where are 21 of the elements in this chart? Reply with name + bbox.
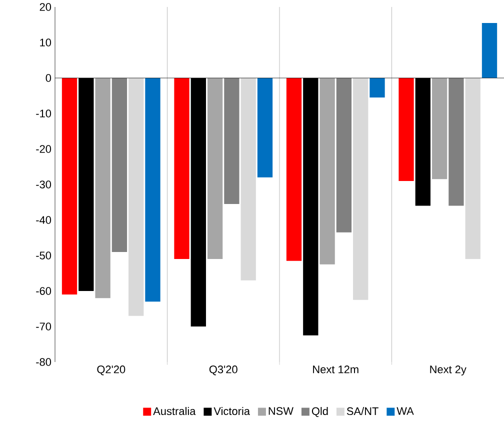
y-tick-label: -50: [36, 252, 52, 260]
y-tick-label: 20: [40, 3, 52, 11]
y-tick-label: -30: [36, 180, 52, 188]
y-tick-label: -60: [36, 287, 52, 295]
x-tick-label: Q3'20: [209, 366, 238, 376]
y-tick-label: -70: [36, 322, 52, 330]
x-tick-label: Next 2y: [430, 366, 466, 376]
y-tick-label: 10: [40, 38, 52, 46]
legend-label: WA: [396, 407, 414, 415]
y-tick-label: -10: [36, 110, 52, 118]
y-tick-label: -20: [36, 145, 52, 153]
y-tick-label: -40: [36, 216, 52, 224]
x-tick-label: Next 12m: [313, 366, 358, 374]
legend-label: Victoria: [214, 407, 250, 416]
y-tick-label: 0: [46, 74, 52, 82]
y-tick-label: -80: [36, 358, 52, 366]
legend-label: SA/NT: [346, 407, 378, 416]
x-tick-label: Q2'20: [97, 366, 126, 376]
legend-label: Australia: [153, 407, 196, 416]
legend-label: NSW: [268, 407, 294, 415]
legend-label: Qld: [312, 407, 328, 418]
